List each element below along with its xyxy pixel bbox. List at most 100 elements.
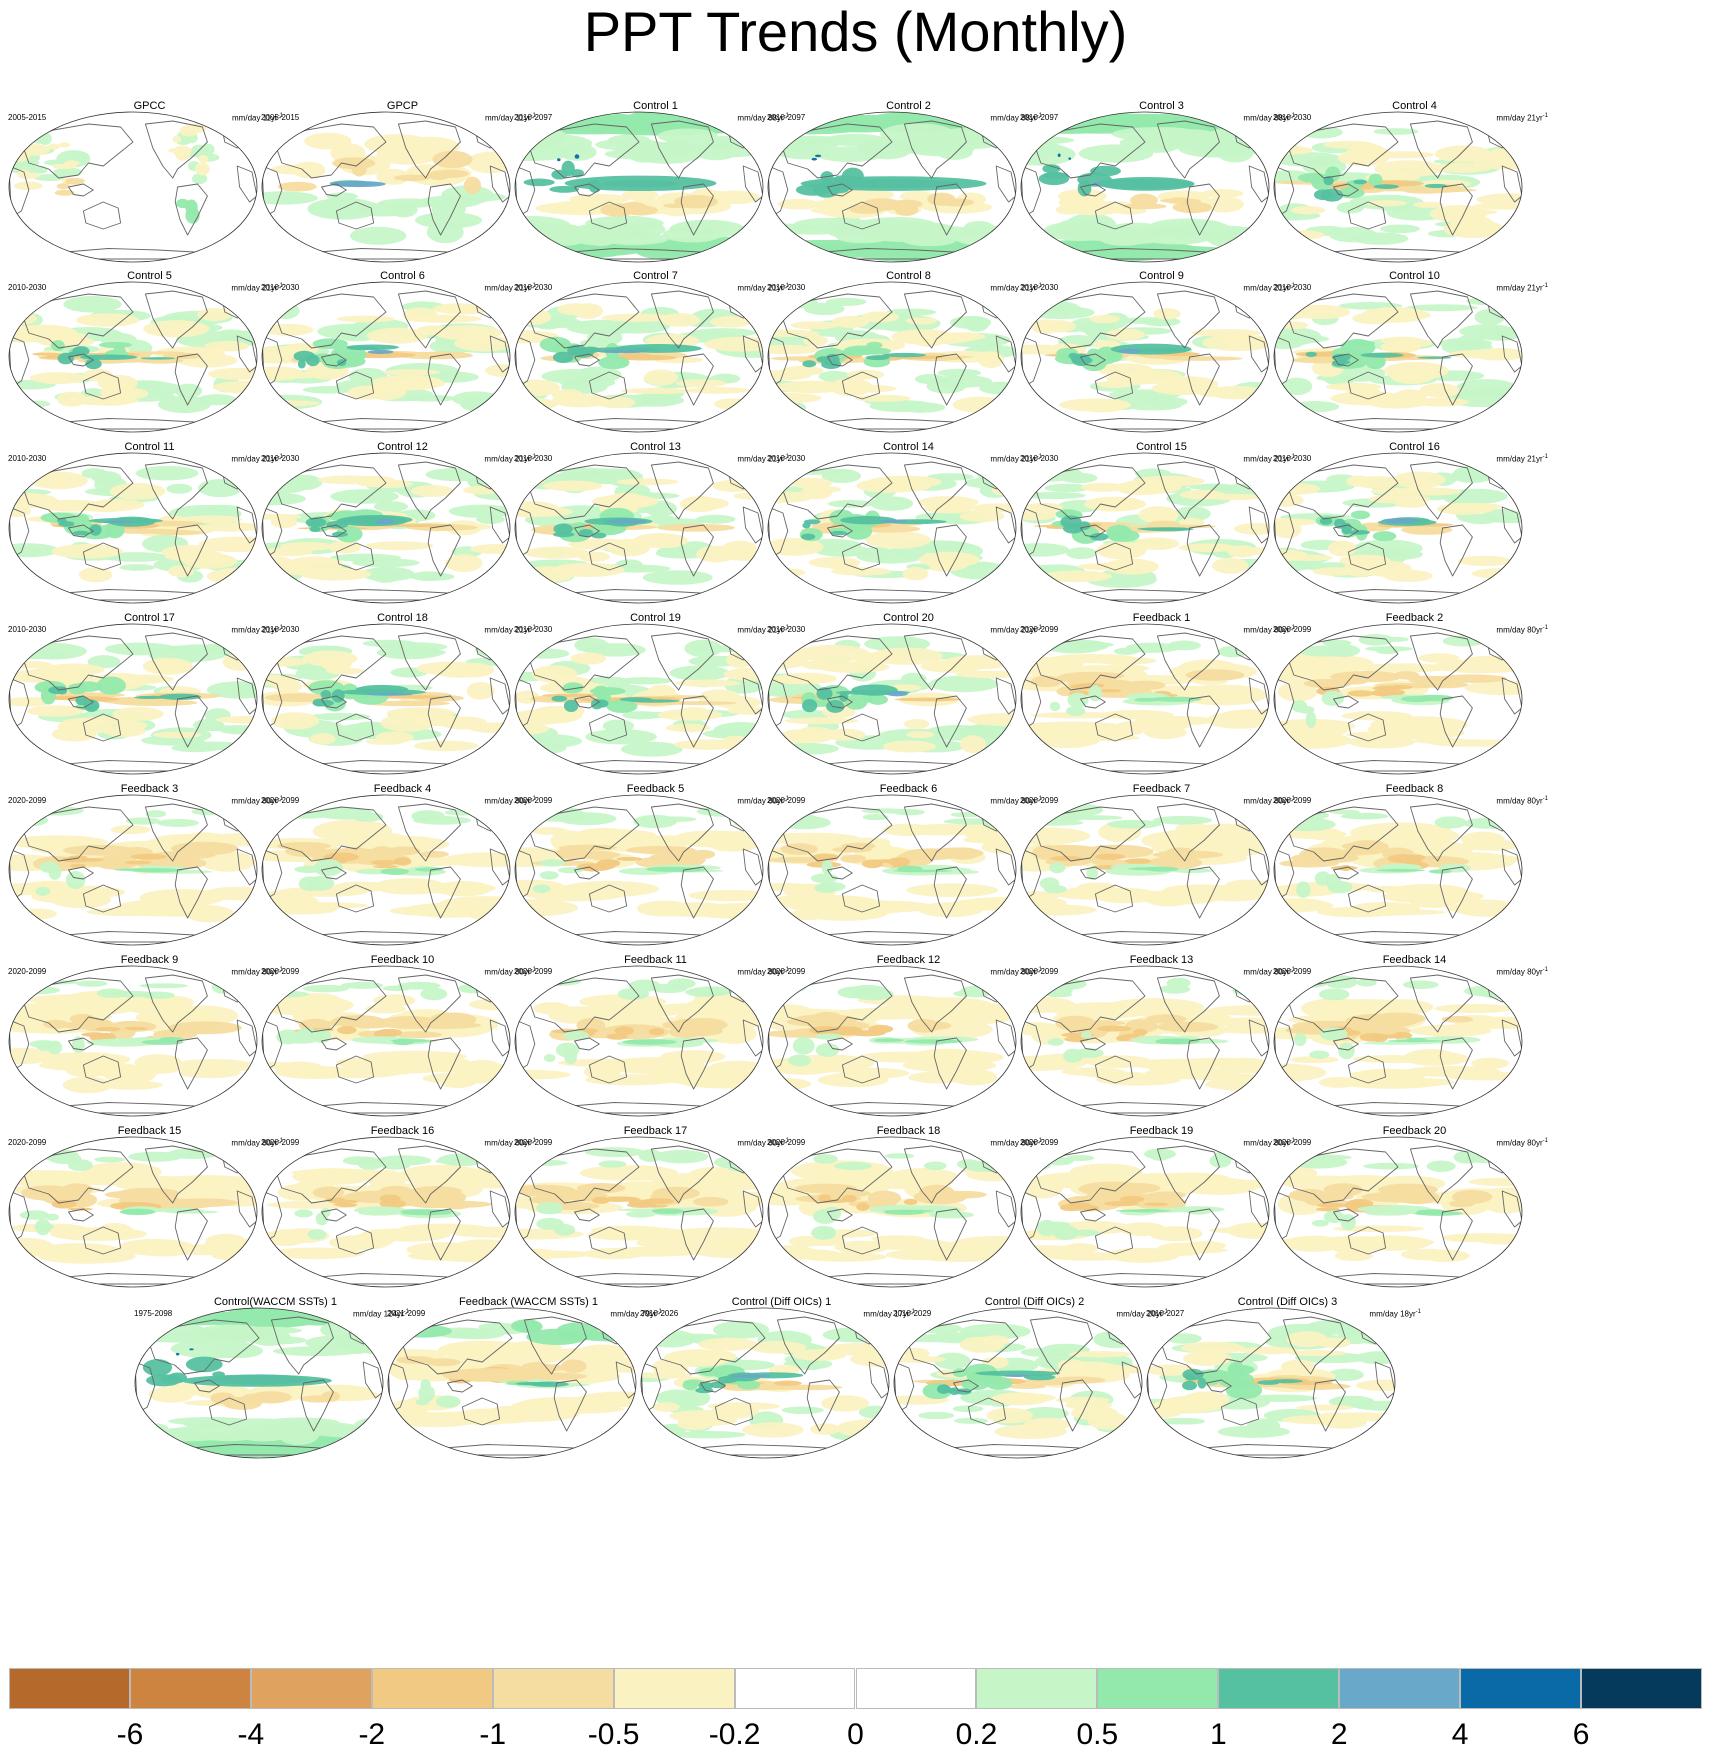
trend-patch	[1096, 689, 1122, 693]
coastline	[1032, 464, 1146, 520]
panel-unit: mm/day 80yr-1	[1496, 625, 1548, 635]
trend-patch	[376, 1028, 403, 1037]
trend-patch	[57, 352, 75, 365]
trend-patch	[1289, 1155, 1348, 1169]
trend-patch	[1312, 567, 1359, 576]
trend-patch	[312, 1186, 345, 1199]
panel-title: Feedback 15	[117, 1125, 182, 1137]
trend-patch	[1328, 227, 1377, 243]
trend-patch	[1277, 682, 1318, 702]
panel-unit-text: mm/day 80yr	[231, 967, 278, 977]
trend-patch	[141, 1039, 184, 1045]
trend-patch	[1021, 1161, 1051, 1171]
trend-patch	[1167, 1333, 1202, 1344]
map-field	[1147, 1308, 1395, 1458]
trend-patch	[1096, 380, 1133, 389]
panel-unit-text: mm/day 124yr	[352, 1309, 404, 1319]
trend-patch	[413, 740, 479, 752]
trend-patch	[140, 357, 176, 360]
trend-patch	[1086, 866, 1098, 880]
coastline	[1248, 1019, 1269, 1057]
trend-patch	[800, 533, 816, 540]
coastline	[841, 542, 881, 571]
coastline	[1094, 371, 1134, 400]
trend-patch	[620, 741, 683, 757]
trend-patch	[373, 501, 409, 512]
coastline	[588, 542, 628, 571]
coastline	[650, 120, 714, 179]
trend-patch	[262, 475, 311, 494]
trend-patch	[834, 1161, 872, 1171]
coastline	[903, 120, 967, 179]
trend-patch	[1324, 1412, 1395, 1422]
panel-title: Feedback 20	[1382, 1125, 1447, 1137]
trend-patch	[768, 491, 814, 503]
trend-patch	[425, 467, 492, 482]
map-field	[1274, 624, 1522, 774]
trend-patch	[856, 217, 939, 236]
trend-patch	[1206, 1005, 1269, 1016]
coastline	[933, 866, 967, 919]
trend-patch	[267, 1247, 365, 1260]
coastline	[1501, 335, 1522, 373]
trend-patch	[62, 845, 137, 856]
coastline	[1186, 695, 1220, 748]
trend-patch	[347, 385, 387, 400]
colorbar-tick-label: -4	[237, 1718, 265, 1751]
panel-title: Control 17	[124, 612, 175, 624]
trend-patch	[27, 705, 85, 717]
map-plot	[893, 1307, 1143, 1459]
trend-patch	[415, 1398, 430, 1406]
trend-patch	[337, 1026, 357, 1035]
panel-unit-text: mm/day 80yr	[1496, 796, 1543, 806]
trend-patch	[815, 1033, 842, 1040]
coastline	[1501, 1190, 1522, 1228]
coastline	[523, 1316, 587, 1375]
coastline	[68, 1208, 94, 1222]
trend-patch	[542, 480, 603, 492]
trend-patch	[688, 889, 763, 902]
trend-patch	[814, 544, 870, 557]
map-border	[893, 1307, 1143, 1459]
trend-patch	[827, 499, 874, 508]
trend-patch	[53, 167, 83, 177]
map-border	[1020, 452, 1270, 604]
coastline	[1409, 974, 1473, 1033]
map-field	[1021, 795, 1269, 945]
trend-patch	[878, 519, 907, 523]
trend-patch	[1290, 206, 1326, 215]
trend-patch	[85, 358, 102, 370]
coastline	[82, 542, 122, 571]
panel-unit-text: mm/day 18yr	[1369, 1309, 1416, 1319]
trend-patch	[1143, 725, 1187, 740]
trend-patch	[1487, 147, 1521, 161]
coastline	[650, 974, 714, 1033]
coastline	[1333, 183, 1359, 197]
trend-patch	[776, 742, 839, 755]
trend-patch	[1463, 513, 1499, 525]
trend-patch	[1071, 353, 1091, 366]
panel-period: 2020-2099	[1020, 967, 1059, 976]
trend-patch	[899, 190, 934, 202]
trend-patch	[903, 1347, 930, 1359]
coastline	[362, 1361, 383, 1399]
map-border	[261, 623, 511, 775]
panel-unit: mm/day 21yr-1	[1496, 283, 1548, 293]
trend-patch	[1024, 656, 1064, 678]
coastline	[742, 848, 763, 886]
trend-patch	[1373, 184, 1399, 189]
trend-patch	[350, 812, 384, 822]
trend-patch	[707, 1402, 781, 1411]
map-plot	[514, 452, 764, 604]
coastline	[174, 1037, 208, 1090]
panel-unit: mm/day 80yr-1	[1243, 625, 1295, 635]
coastline	[1439, 524, 1473, 577]
trend-patch	[1051, 1376, 1106, 1384]
trend-patch	[1309, 1050, 1330, 1059]
panel-period: 2010-2097	[514, 113, 553, 122]
trend-patch	[1329, 809, 1360, 815]
colorbar-tick-label: 0.5	[1076, 1718, 1119, 1751]
coastline	[1347, 1055, 1387, 1084]
trend-patch	[1044, 483, 1091, 493]
trend-patch	[1201, 189, 1244, 198]
